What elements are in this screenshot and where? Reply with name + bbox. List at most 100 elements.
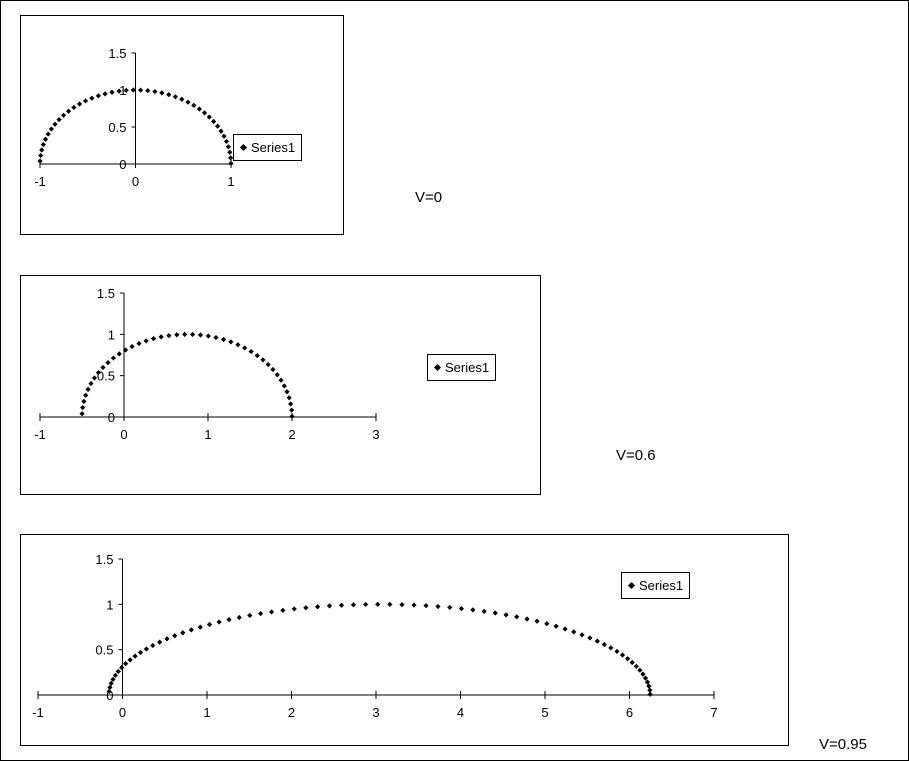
chart-plot-v095: -1 0 1 2 3 4 5 6 7 0 0.5 1 1.5 — [32, 552, 717, 720]
data-point — [116, 351, 122, 357]
data-point — [265, 361, 271, 368]
data-point — [640, 671, 646, 677]
x-tick-label: -1 — [34, 174, 46, 189]
data-point — [587, 635, 593, 641]
data-point — [109, 89, 115, 95]
data-point — [257, 610, 264, 617]
x-tick-label: -1 — [34, 427, 46, 442]
data-point — [633, 663, 639, 669]
data-point — [503, 612, 509, 618]
data-point — [150, 642, 156, 649]
x-tick-label: 1 — [203, 705, 210, 720]
data-point — [226, 617, 232, 623]
data-point — [106, 688, 112, 695]
data-point — [236, 614, 242, 621]
data-point — [646, 683, 652, 689]
y-tick-label: 1 — [119, 83, 126, 98]
data-point — [399, 602, 405, 608]
data-point — [137, 87, 144, 93]
data-point — [205, 333, 211, 339]
data-point — [624, 656, 631, 662]
data-point — [534, 618, 540, 624]
data-point — [387, 601, 393, 607]
data-point — [45, 131, 51, 137]
data-point — [206, 114, 212, 120]
data-point — [102, 91, 108, 97]
data-point — [270, 366, 276, 373]
data-point — [116, 88, 122, 94]
data-point — [268, 609, 275, 615]
data-point — [123, 661, 129, 667]
data-point — [278, 377, 284, 383]
data-point — [130, 87, 136, 93]
data-point — [213, 334, 219, 341]
data-point — [274, 372, 280, 378]
data-point — [56, 117, 62, 123]
x-tick-label: 2 — [288, 427, 295, 442]
data-point — [164, 636, 170, 642]
y-tick-label: 0 — [106, 688, 113, 703]
chart-panel-v0: -1 0 1 0 0.5 1 1.5 Series1 — [20, 15, 344, 235]
data-point — [260, 357, 266, 363]
x-tick-label: 1 — [204, 427, 211, 442]
data-point — [172, 94, 178, 100]
data-point — [553, 623, 559, 629]
data-point — [214, 123, 221, 129]
data-point — [470, 607, 476, 613]
data-point — [315, 604, 321, 610]
data-point — [544, 621, 550, 627]
data-point — [137, 649, 144, 656]
data-point — [492, 610, 498, 616]
data-point — [115, 668, 121, 674]
data-point — [227, 149, 233, 155]
data-point — [288, 401, 294, 407]
data-point — [81, 398, 87, 404]
data-point — [284, 389, 290, 395]
data-point — [228, 160, 234, 167]
chart-plot-v0: -1 0 1 0 0.5 1 1.5 — [34, 46, 234, 189]
x-tick-label: 7 — [710, 705, 717, 720]
data-point — [247, 612, 253, 619]
data-point — [221, 133, 227, 139]
chart-label-v06: V=0.6 — [616, 447, 656, 464]
data-point — [150, 336, 157, 342]
data-point — [647, 687, 653, 693]
data-point — [206, 621, 213, 628]
x-tick-label: 0 — [119, 705, 126, 720]
y-tick-label: 0.5 — [95, 643, 113, 658]
data-point — [110, 355, 116, 361]
data-point — [159, 90, 165, 96]
data-point — [338, 602, 345, 608]
data-point — [37, 158, 43, 164]
data-point — [201, 110, 208, 116]
x-tick-label: 3 — [372, 427, 379, 442]
data-point — [42, 136, 49, 142]
y-tick-label: 1 — [106, 597, 113, 612]
legend-series-label: Series1 — [251, 140, 296, 155]
x-tick-label: 6 — [626, 705, 633, 720]
data-point — [61, 112, 67, 118]
data-point — [172, 633, 178, 639]
data-point — [189, 331, 196, 338]
y-tick-label: 0 — [119, 157, 126, 172]
data-point — [228, 339, 234, 345]
data-point — [514, 614, 520, 620]
x-tick-label: 3 — [372, 705, 379, 720]
data-point — [608, 645, 614, 651]
data-point — [145, 88, 151, 94]
data-point — [362, 601, 369, 608]
data-point — [174, 332, 180, 338]
data-point — [119, 664, 125, 671]
data-point — [112, 672, 119, 678]
data-point — [191, 102, 197, 109]
data-point — [289, 407, 295, 413]
data-point — [180, 630, 186, 636]
data-point — [76, 101, 83, 107]
data-point — [447, 604, 453, 611]
data-point — [571, 629, 577, 635]
data-point — [225, 144, 231, 150]
data-point — [435, 603, 441, 610]
x-tick-label: 4 — [457, 705, 464, 720]
data-point — [242, 345, 248, 351]
data-point — [166, 92, 172, 98]
